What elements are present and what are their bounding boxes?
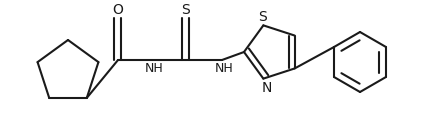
Text: S: S bbox=[181, 3, 190, 17]
Text: S: S bbox=[258, 10, 267, 24]
Text: NH: NH bbox=[214, 62, 233, 75]
Text: NH: NH bbox=[145, 62, 163, 75]
Text: N: N bbox=[261, 81, 271, 95]
Text: O: O bbox=[113, 3, 123, 17]
